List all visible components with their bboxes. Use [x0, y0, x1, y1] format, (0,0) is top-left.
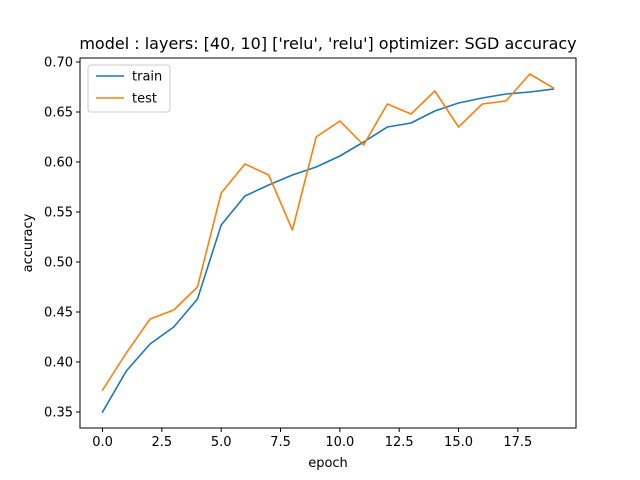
- x-tick-label: 5.0: [211, 435, 232, 450]
- legend: train test: [87, 64, 171, 113]
- chart-title: model : layers: [40, 10] ['relu', 'relu'…: [79, 34, 576, 53]
- x-tick-label: 2.5: [152, 435, 173, 450]
- y-tick-label: 0.50: [44, 256, 73, 271]
- y-tick-label: 0.35: [44, 406, 73, 421]
- plot-area: [101, 73, 555, 414]
- x-tick-label: 10.0: [325, 435, 354, 450]
- legend-label-train: train: [132, 70, 162, 85]
- y-tick-label: 0.40: [44, 356, 73, 371]
- y-axis-label: accuracy: [21, 213, 36, 272]
- x-axis-label: epoch: [308, 456, 348, 471]
- y-tick-label: 0.55: [44, 206, 73, 221]
- x-tick-label: 17.5: [503, 435, 532, 450]
- x-tick-label: 7.5: [270, 435, 291, 450]
- x-tick-label: 12.5: [385, 435, 414, 450]
- y-tick-label: 0.65: [44, 106, 73, 121]
- y-tick-label: 0.70: [44, 56, 73, 71]
- y-tick-label: 0.45: [44, 306, 73, 321]
- y-tick-label: 0.60: [44, 156, 73, 171]
- x-tick-label: 15.0: [444, 435, 473, 450]
- legend-label-test: test: [132, 92, 157, 107]
- x-tick-label: 0.0: [92, 435, 113, 450]
- series-line-test: [101, 73, 555, 392]
- axes-frame: [79, 57, 577, 429]
- series-line-train: [101, 88, 555, 414]
